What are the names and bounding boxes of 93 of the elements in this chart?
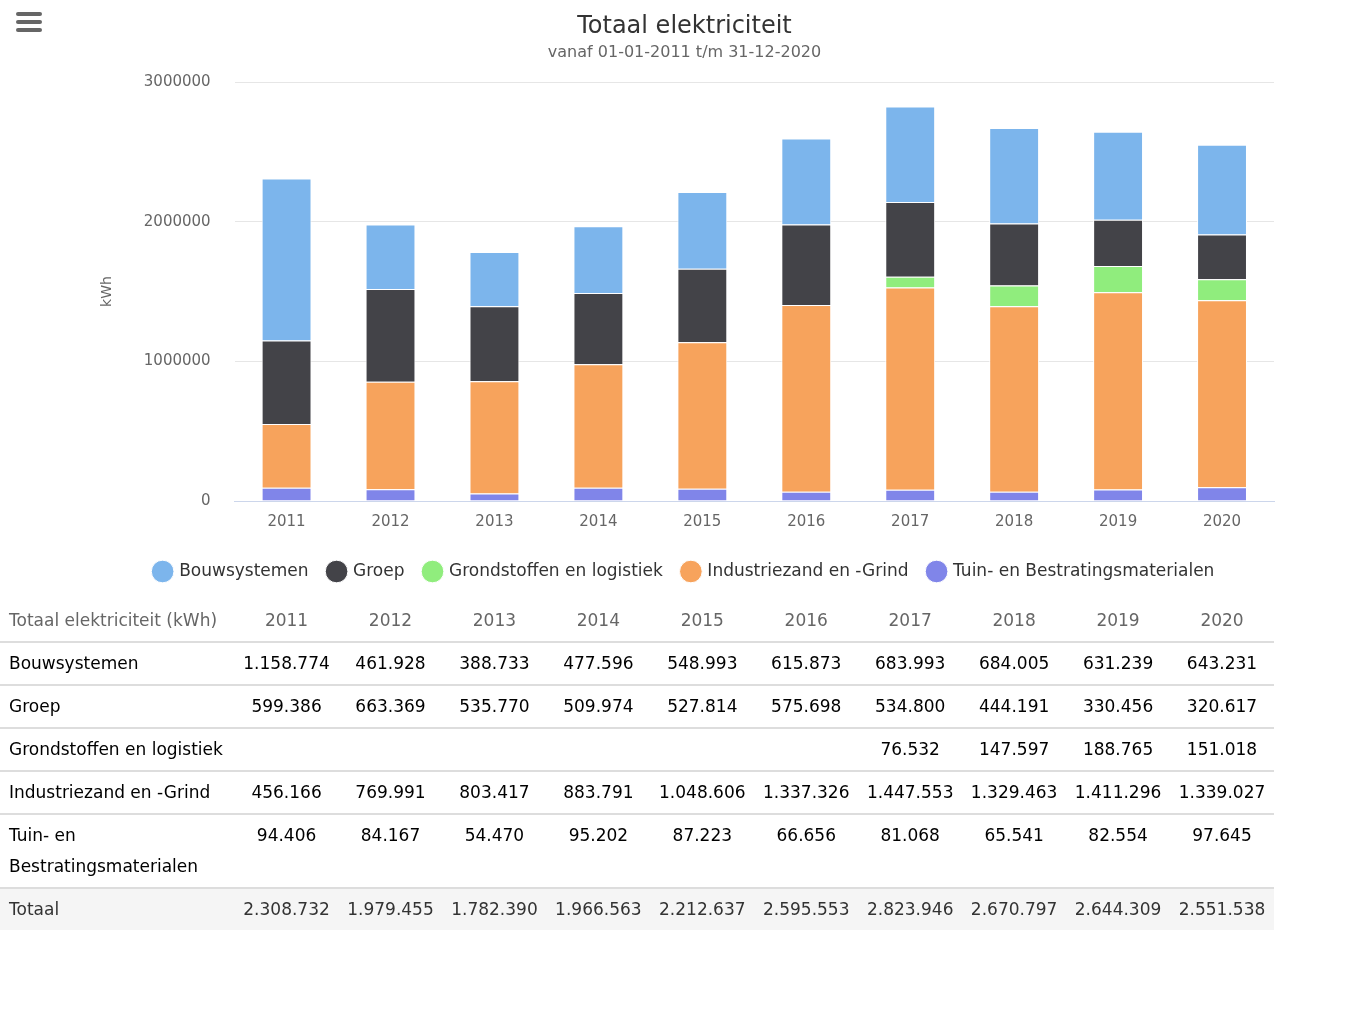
- data-label: 388.733: [442, 642, 547, 685]
- data-label: 1.048.606: [650, 771, 755, 814]
- data-label: 548.993: [650, 642, 755, 685]
- category-label: 2017: [888, 610, 932, 630]
- x-tick-label: 2011: [267, 511, 306, 530]
- text: 2.551.538: [1170, 888, 1274, 930]
- data-label: 151.018: [1170, 728, 1274, 771]
- x-tick-label: 2015: [683, 511, 722, 530]
- data-label: 803.417: [442, 771, 547, 814]
- text: 2.670.797: [962, 888, 1067, 930]
- category-label: 2013: [472, 610, 517, 630]
- x-tick-label: 2019: [1099, 511, 1138, 530]
- chart-title: Totaal elektriciteit: [576, 10, 792, 39]
- data-label: 87.223: [650, 814, 755, 888]
- legend-label: Grondstoffen en logistiek: [449, 559, 664, 580]
- text: Industriezand en -Grind: [9, 782, 211, 802]
- x-tick-label: 2014: [579, 511, 618, 530]
- text: Totaal: [0, 888, 235, 930]
- category-label: 2019: [1096, 610, 1140, 630]
- text: 2.644.309: [1066, 888, 1171, 930]
- data-label: 883.791: [546, 771, 651, 814]
- data-label: 456.166: [234, 771, 339, 814]
- data-label: 84.167: [338, 814, 443, 888]
- data-label: 534.800: [858, 685, 963, 728]
- data-label: 188.765: [1066, 728, 1171, 771]
- data-label: 54.470: [442, 814, 547, 888]
- data-label: 599.386: [234, 685, 339, 728]
- data-label: 1.411.296: [1066, 771, 1171, 814]
- x-tick-label: 2013: [475, 511, 514, 530]
- x-tick-label: 2016: [787, 511, 826, 530]
- data-label: 631.239: [1066, 642, 1171, 685]
- category-label: 2014: [576, 610, 620, 630]
- data-label: 1.329.463: [962, 771, 1067, 814]
- category-label: 2018: [992, 610, 1036, 630]
- text: 1.979.455: [338, 888, 443, 930]
- data-label: 1.158.774: [234, 642, 339, 685]
- data-label: 97.645: [1170, 814, 1274, 888]
- legend-label: Groep: [353, 559, 405, 580]
- text: 1.966.563: [546, 888, 651, 930]
- data-label: 1.339.027: [1170, 771, 1274, 814]
- text: 1.782.390: [442, 888, 547, 930]
- text: 2.595.553: [754, 888, 859, 930]
- y-tick-label: 2000000: [143, 211, 211, 230]
- data-label: 82.554: [1066, 814, 1171, 888]
- data-label: 444.191: [962, 685, 1067, 728]
- data-label: 76.532: [858, 728, 963, 771]
- x-tick-label: 2012: [371, 511, 410, 530]
- data-label: 65.541: [962, 814, 1067, 888]
- x-tick-label: 2020: [1202, 511, 1242, 530]
- legend-label: Industriezand en -Grind: [707, 559, 909, 580]
- data-label: 769.991: [338, 771, 443, 814]
- data-label: 1.337.326: [754, 771, 859, 814]
- data-label: 461.928: [338, 642, 443, 685]
- data-label: 615.873: [754, 642, 859, 685]
- legend-label: Tuin- en Bestratingsmaterialen: [952, 559, 1215, 580]
- data-label: 66.656: [754, 814, 859, 888]
- text: 2.212.637: [650, 888, 755, 930]
- x-tick-label: 2018: [995, 511, 1034, 530]
- data-label: 683.993: [858, 642, 963, 685]
- y-axis-title: kWh: [98, 276, 115, 307]
- category-label: 2020: [1200, 610, 1244, 630]
- text: Groep: [9, 696, 61, 716]
- data-label: 684.005: [962, 642, 1067, 685]
- data-label: 81.068: [858, 814, 963, 888]
- category-label: 2015: [680, 610, 724, 630]
- data-label: 320.617: [1170, 685, 1274, 728]
- text: Grondstoffen en logistiek: [9, 739, 223, 759]
- category-label: 2011: [264, 610, 309, 630]
- data-label: 535.770: [442, 685, 547, 728]
- data-label: 477.596: [546, 642, 651, 685]
- data-label: 94.406: [234, 814, 339, 888]
- data-label: 663.369: [338, 685, 443, 728]
- text: Tuin- en Bestratingsmaterialen: [9, 825, 199, 876]
- y-tick-label: 0: [201, 490, 211, 509]
- text: 2.308.732: [234, 888, 339, 930]
- chart-subtitle: vanaf 01-01-2011 t/m 31-12-2020: [547, 41, 822, 61]
- x-tick-label: 2017: [891, 511, 930, 530]
- data-label: 95.202: [546, 814, 651, 888]
- data-label: 527.814: [650, 685, 755, 728]
- data-label: 643.231: [1170, 642, 1274, 685]
- category-label: 2012: [368, 610, 413, 630]
- data-label: 330.456: [1066, 685, 1171, 728]
- y-tick-label: 1000000: [143, 351, 211, 370]
- data-label: 147.597: [962, 728, 1067, 771]
- data-label: 1.447.553: [858, 771, 963, 814]
- legend-label: Bouwsystemen: [179, 559, 309, 580]
- y-tick-label: 3000000: [143, 71, 211, 90]
- text: 2.823.946: [858, 888, 963, 930]
- data-label: 575.698: [754, 685, 859, 728]
- text: Bouwsystemen: [9, 653, 139, 673]
- data-label: 509.974: [546, 685, 651, 728]
- category-label: 2016: [784, 610, 828, 630]
- text: Totaal elektriciteit (kWh): [8, 609, 219, 632]
